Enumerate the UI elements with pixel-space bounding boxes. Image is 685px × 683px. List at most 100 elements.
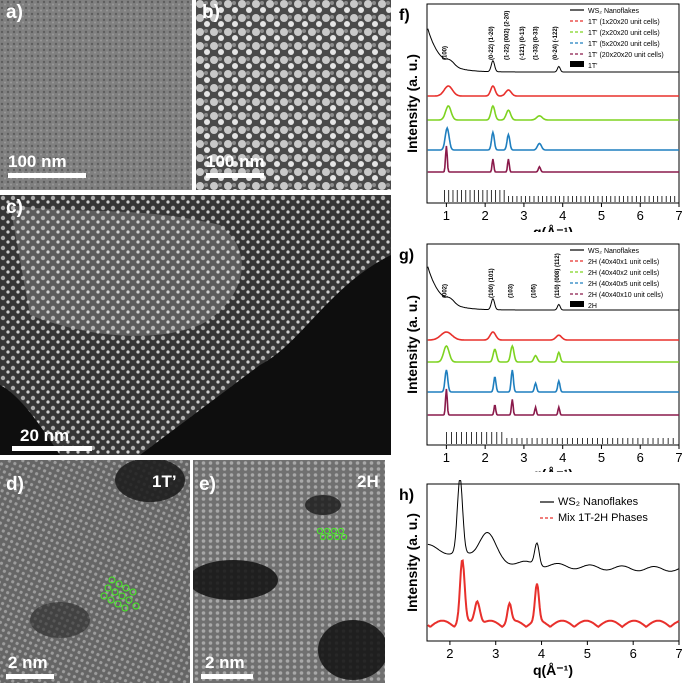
legend-entry: 2H (40x40x1 unit cells) <box>588 259 659 266</box>
panel-a-label: a) <box>6 2 23 23</box>
series-curve <box>427 559 680 629</box>
legend-entry: 2H (40x40x5 unit cells) <box>588 281 659 288</box>
series-curve <box>427 85 679 97</box>
scale-text-b: 100 nm <box>206 152 265 171</box>
x-tick-label: 7 <box>675 450 682 465</box>
legend-entry: 1T' (2x20x20 unit cells) <box>588 30 660 37</box>
panel-b-label: b) <box>202 2 220 23</box>
series-curve <box>427 126 679 151</box>
lattice-overlay-e <box>316 527 348 541</box>
x-tick-label: 3 <box>520 450 527 465</box>
x-tick-label: 4 <box>538 646 545 661</box>
tem-texture-b <box>196 0 391 190</box>
series-curve <box>427 145 679 173</box>
legend-entry: 2H <box>588 303 597 310</box>
hrtem-texture-e <box>193 460 385 683</box>
peak-label: (100) (101) <box>489 268 495 298</box>
chart-f: f) 1 2 3 4 5 6 7 q(Å⁻¹) Intensity (a. u.) WS₂ Nano… <box>395 0 685 232</box>
series-curve <box>427 28 679 73</box>
peak-label: (0-24) (-122) <box>553 26 559 60</box>
chart-g-svg: g) 1 2 3 4 5 6 7 q(Å⁻¹) Intensity (a. u.) WS₂ Nano… <box>399 243 683 472</box>
legend-swatch <box>570 301 584 307</box>
plot-frame <box>426 3 680 204</box>
scale-text-e: 2 nm <box>205 653 245 672</box>
phase-label-e: 2H <box>357 472 379 491</box>
panel-label: f) <box>399 7 410 24</box>
legend-entry: 2H (40x40x2 unit cells) <box>588 270 659 277</box>
series-curve <box>427 331 679 341</box>
x-tick-label: 7 <box>675 646 682 661</box>
hrtem-texture-d <box>0 460 190 683</box>
legend-entry: Mix 1T-2H Phases <box>558 512 648 524</box>
scale-text-a: 100 nm <box>8 152 67 171</box>
series-curve <box>427 480 680 572</box>
x-tick-label: 3 <box>492 646 499 661</box>
series-curve <box>427 344 679 363</box>
x-axis-label: q(Å⁻¹) <box>533 224 573 232</box>
x-tick-label: 2 <box>482 450 489 465</box>
chart-h: h) 2 3 4 5 6 7 q(Å⁻¹) Intensity (a. u.) WS₂ Nanof… <box>395 480 685 683</box>
scale-bar-a <box>8 173 86 178</box>
peak-label: (1-33) (0-33) <box>533 26 539 60</box>
panel-c-label: c) <box>6 197 23 218</box>
panel-c-image: c) 20 nm <box>0 195 391 455</box>
peak-label: (002) <box>442 284 448 298</box>
chart-g: g) 1 2 3 4 5 6 7 q(Å⁻¹) Intensity (a. u.) WS₂ Nano… <box>395 240 685 472</box>
x-tick-label: 4 <box>559 208 566 223</box>
x-axis-label: q(Å⁻¹) <box>533 662 573 678</box>
panel-label: h) <box>399 487 414 504</box>
panel-e-image: e) 2H 2 nm <box>193 460 385 683</box>
x-tick-label: 5 <box>598 208 605 223</box>
x-tick-label: 5 <box>584 646 591 661</box>
stem-texture-c <box>0 195 391 455</box>
x-tick-label: 2 <box>482 208 489 223</box>
panel-a-image: a) 100 nm <box>0 0 192 190</box>
x-axis-label: q(Å⁻¹) <box>533 466 573 472</box>
x-tick-label: 4 <box>559 450 566 465</box>
phase-label-d: 1T’ <box>152 472 177 491</box>
panel-e-label: e) <box>199 474 216 495</box>
x-tick-label: 1 <box>443 208 450 223</box>
peak-label: (0-22) (1-20) <box>489 26 495 60</box>
series-curve <box>427 388 679 416</box>
series-curve <box>427 266 679 311</box>
peak-label: (-121) (0-13) <box>520 26 526 60</box>
legend-entry: WS₂ Nanoflakes <box>588 8 639 15</box>
legend-entry: WS₂ Nanoflakes <box>588 248 639 255</box>
y-axis-label: Intensity (a. u.) <box>404 54 420 153</box>
x-tick-label: 3 <box>520 208 527 223</box>
peak-label: (105) <box>532 284 538 298</box>
peak-label: (103) <box>508 284 514 298</box>
scale-bar-c <box>12 446 92 451</box>
x-tick-label: 6 <box>637 450 644 465</box>
peak-label: (1-22) (002) (2-20) <box>504 11 510 60</box>
chart-h-svg: h) 2 3 4 5 6 7 q(Å⁻¹) Intensity (a. u.) WS₂ Nanof… <box>399 480 683 678</box>
x-tick-label: 6 <box>630 646 637 661</box>
scale-text-c: 20 nm <box>20 426 70 445</box>
panel-d-image: d) 1T’ 2 nm <box>0 460 190 683</box>
x-tick-label: 2 <box>446 646 453 661</box>
panel-b-image: b) 100 nm <box>196 0 391 190</box>
legend-entry: 1T' (1x20x20 unit cells) <box>588 19 660 26</box>
peak-label: (110) (008) (112) <box>555 253 561 298</box>
plot-frame <box>426 243 680 446</box>
scale-text-d: 2 nm <box>8 653 48 672</box>
legend-entry: 1T' <box>588 63 598 70</box>
y-axis-label: Intensity (a. u.) <box>404 295 420 394</box>
x-tick-label: 1 <box>443 450 450 465</box>
panel-label: g) <box>399 247 414 264</box>
panel-d-label: d) <box>6 474 24 495</box>
x-tick-label: 6 <box>637 208 644 223</box>
series-curve <box>427 104 679 121</box>
series-curve <box>427 369 679 393</box>
tem-texture-a <box>0 0 192 190</box>
legend-entry: 2H (40x40x10 unit cells) <box>588 292 663 299</box>
scale-bar-d <box>6 674 54 679</box>
peak-label: (100) <box>442 46 448 60</box>
lattice-overlay-d <box>100 576 140 612</box>
x-tick-label: 7 <box>675 208 682 223</box>
legend-entry: WS₂ Nanoflakes <box>558 496 639 508</box>
plot-frame <box>426 483 680 642</box>
legend-entry: 1T' (20x20x20 unit cells) <box>588 52 664 59</box>
scale-bar-b <box>206 173 264 178</box>
